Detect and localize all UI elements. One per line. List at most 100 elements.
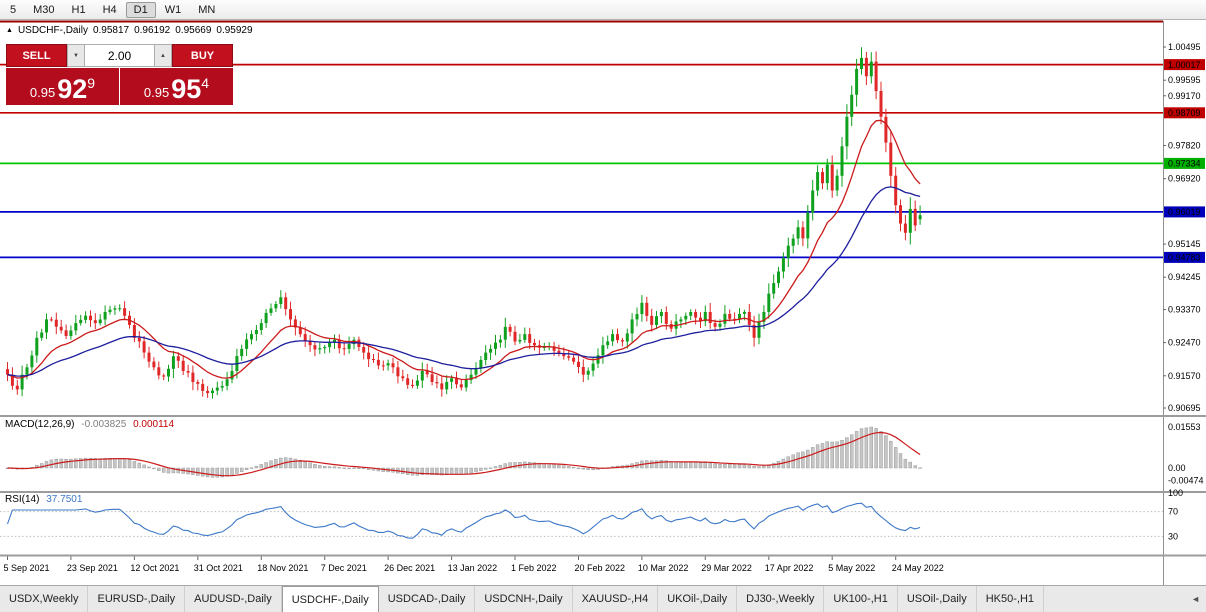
macd-signal-line	[7, 431, 921, 477]
date-label: 26 Dec 2021	[384, 563, 435, 573]
sell-price-base: 0.95	[29, 85, 56, 100]
chart-tab-dj30-[interactable]: DJ30-,Weekly	[737, 586, 825, 612]
chart-tab-usdx[interactable]: USDX,Weekly	[0, 586, 89, 612]
date-label: 13 Jan 2022	[448, 563, 498, 573]
ohlc-high: 0.96192	[134, 25, 171, 36]
price-scale-label: 0.92470	[1168, 338, 1201, 348]
price-scale-label: 0.96920	[1168, 174, 1201, 184]
price-level-badge	[1164, 251, 1205, 263]
date-label: 23 Sep 2021	[67, 563, 118, 573]
one-click-trade-panel: SELL ▼ ▲ BUY 0.95 92 9 0.95 95 4	[6, 44, 233, 105]
price-scale-label: 0.97820	[1168, 141, 1201, 151]
toolbar: 5 M30 H1 H4 D1 W1 MN	[0, 0, 1206, 20]
chart-tab-usdcad-[interactable]: USDCAD-,Daily	[379, 586, 476, 612]
period-button-mn[interactable]: MN	[198, 3, 216, 16]
symbol-label: USDCHF-,Daily	[17, 25, 88, 36]
macd-name: MACD(12,26,9)	[5, 419, 75, 430]
date-label: 31 Oct 2021	[194, 563, 243, 573]
tab-strip: USDX,Weekly EURUSD-,Daily AUDUSD-,Daily USD…	[0, 586, 1045, 612]
rsi-panel-label: RSI(14) 37.7501	[5, 494, 82, 505]
rsi-scale-label: 70	[1168, 507, 1178, 517]
price-scale-label: 0.91570	[1168, 371, 1201, 381]
price-scale-background	[1163, 21, 1206, 585]
ma-fast-line	[7, 119, 921, 381]
tab-scroll-icon[interactable]: ◄	[1191, 594, 1200, 604]
price-level-badge	[1164, 107, 1205, 119]
date-label: 12 Oct 2021	[130, 563, 179, 573]
chart-tab-bar: USDX,Weekly EURUSD-,Daily AUDUSD-,Daily USD…	[0, 585, 1206, 612]
spin-down-icon: ▼	[73, 52, 79, 59]
sell-price[interactable]: 0.95 92 9	[6, 68, 119, 105]
volume-input[interactable]	[85, 44, 154, 67]
price-level-badge-text: 0.94783	[1168, 253, 1201, 263]
date-label: 20 Feb 2022	[575, 563, 626, 573]
sell-price-big-digits: 92	[57, 74, 88, 105]
ohlc-low: 0.95669	[175, 25, 212, 36]
chart-tab-usdcnh-[interactable]: USDCNH-,Daily	[475, 586, 573, 612]
ma-slow-line	[7, 186, 921, 377]
macd-histogram	[5, 426, 922, 478]
period-button-h1[interactable]: H1	[71, 3, 86, 16]
volume-decrease-button[interactable]: ▼	[67, 44, 85, 67]
price-level-badge-text: 0.96019	[1168, 207, 1201, 217]
rsi-scale-label: 30	[1168, 531, 1178, 541]
date-label: 29 Mar 2022	[701, 563, 752, 573]
price-scale-label: 0.90695	[1168, 403, 1201, 413]
chart-header: ▲ USDCHF-,Daily 0.95817 0.96192 0.95669 …	[6, 25, 253, 36]
period-button-m30[interactable]: M30	[33, 3, 55, 16]
date-label: 10 Mar 2022	[638, 563, 689, 573]
price-scale-label: 0.99170	[1168, 91, 1201, 101]
price-scale-label: 0.94245	[1168, 272, 1201, 282]
rsi-scale-label: 100	[1168, 488, 1183, 498]
macd-panel-label: MACD(12,26,9) -0.003825 0.000114	[5, 419, 174, 430]
rsi-line	[6, 502, 921, 539]
price-scale-label: 0.99595	[1168, 75, 1201, 85]
price-level-badge-text: 0.97334	[1168, 159, 1201, 169]
rsi-name: RSI(14)	[5, 494, 40, 505]
period-button-5[interactable]: 5	[10, 3, 17, 16]
date-label: 18 Nov 2021	[257, 563, 308, 573]
chart-tab-xauusd-[interactable]: XAUUSD-,H4	[573, 586, 659, 612]
date-label: 7 Dec 2021	[321, 563, 367, 573]
date-axis: 5 Sep 2021 23 Sep 2021 12 Oct 2021 31 Oct 2…	[4, 556, 944, 573]
one-click-collapse-icon[interactable]: ▲	[6, 27, 13, 34]
chart-tab-ukoil-[interactable]: UKOil-,Daily	[658, 586, 738, 612]
macd-signal-value: 0.000114	[133, 419, 175, 430]
date-label: 5 May 2022	[828, 563, 875, 573]
date-label: 1 Feb 2022	[511, 563, 557, 573]
macd-scale-label: 0.01553	[1168, 422, 1201, 432]
sell-button[interactable]: SELL	[6, 44, 67, 67]
price-scale-label: 0.95145	[1168, 239, 1201, 249]
period-button-d1[interactable]: D1	[125, 1, 156, 18]
chart-tab-uk100-[interactable]: UK100-,H1	[824, 586, 898, 612]
price-scale[interactable]: 1.00495 0.99595 0.99170 0.97820 0.96920 0.951…	[1163, 42, 1205, 541]
price-level-badge	[1164, 59, 1205, 71]
price-scale-label: 0.93370	[1168, 305, 1201, 315]
chart-tab-usdchf-[interactable]: USDCHF-,Daily	[281, 586, 379, 612]
buy-button[interactable]: BUY	[172, 44, 233, 67]
price-level-badge	[1164, 157, 1205, 169]
chart-tab-usoil-[interactable]: USOil-,Daily	[898, 586, 977, 612]
macd-scale-label: 0.00	[1168, 463, 1186, 473]
macd-scale-label: -0.00474	[1168, 476, 1204, 486]
ohlc-open: 0.95817	[92, 25, 130, 36]
volume-increase-button[interactable]: ▲	[154, 44, 172, 67]
period-button-h4[interactable]: H4	[102, 3, 117, 16]
buy-price-base: 0.95	[143, 85, 170, 100]
candles-layer	[6, 47, 922, 399]
rsi-value: 37.7501	[46, 494, 83, 505]
macd-main-value: -0.003825	[81, 419, 127, 430]
price-level-badge	[1164, 206, 1205, 218]
sell-price-pipette: 9	[87, 75, 96, 91]
chart-tab-hk50-[interactable]: HK50-,H1	[977, 586, 1045, 612]
chart-tab-audusd-[interactable]: AUDUSD-,Daily	[185, 586, 282, 612]
chart-tab-eurusd-[interactable]: EURUSD-,Daily	[88, 586, 186, 612]
price-level-badge-text: 1.00017	[1168, 60, 1201, 70]
buy-price[interactable]: 0.95 95 4	[120, 68, 233, 105]
date-label: 5 Sep 2021	[4, 563, 50, 573]
price-scale-label: 1.00495	[1168, 42, 1201, 52]
ohlc-close: 0.95929	[216, 25, 253, 36]
period-button-w1[interactable]: W1	[164, 3, 182, 16]
date-label: 17 Apr 2022	[765, 563, 814, 573]
spin-up-icon: ▲	[160, 52, 166, 59]
